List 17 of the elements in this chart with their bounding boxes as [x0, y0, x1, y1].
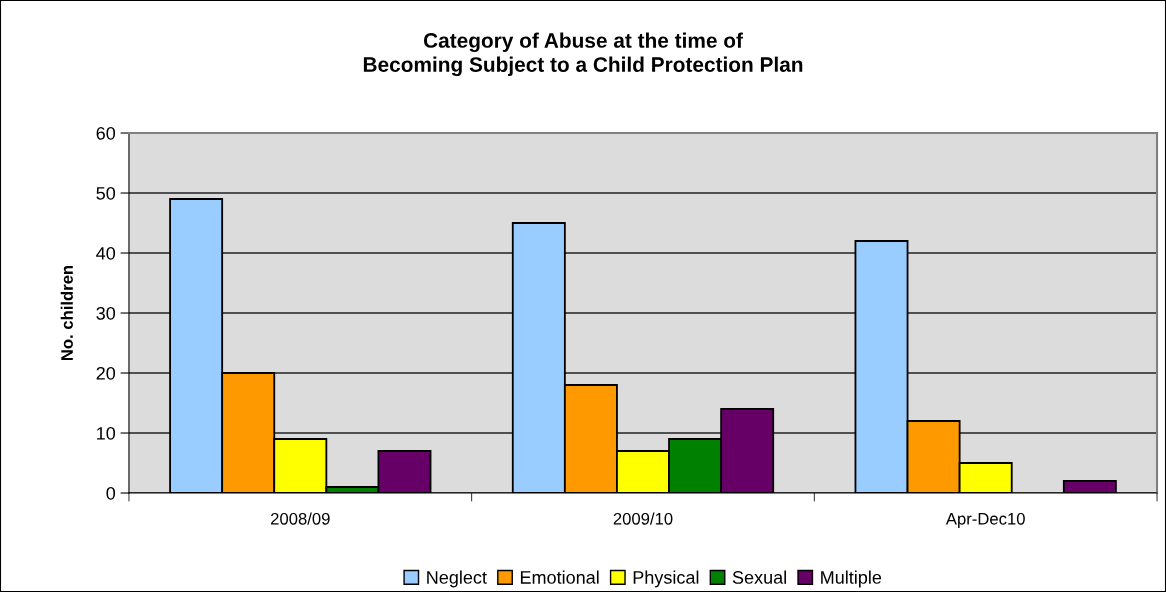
chart-title: Category of Abuse at the time of Becoming Subject to a Child Protection Plan [363, 32, 803, 77]
y-tick-label: 0 [106, 486, 116, 500]
y-axis-title: No. children [60, 265, 73, 361]
x-tick-label: 2008/09 [271, 512, 330, 525]
y-tick-label: 50 [96, 186, 116, 200]
legend-label: Physical [633, 570, 699, 588]
legend-label: Emotional [520, 570, 599, 584]
x-tick-label: 2009/10 [613, 512, 673, 525]
y-tick-label: 60 [96, 126, 116, 140]
y-tick-label: 10 [97, 426, 116, 440]
legend-label: Multiple [821, 570, 882, 588]
y-tick-label: 40 [96, 246, 116, 260]
legend-label: Sexual [732, 570, 786, 584]
y-tick-label: 20 [96, 366, 116, 380]
legend-label: Neglect [427, 570, 487, 588]
y-tick-label: 30 [96, 306, 116, 320]
x-tick-label: Apr-Dec10 [945, 512, 1025, 528]
